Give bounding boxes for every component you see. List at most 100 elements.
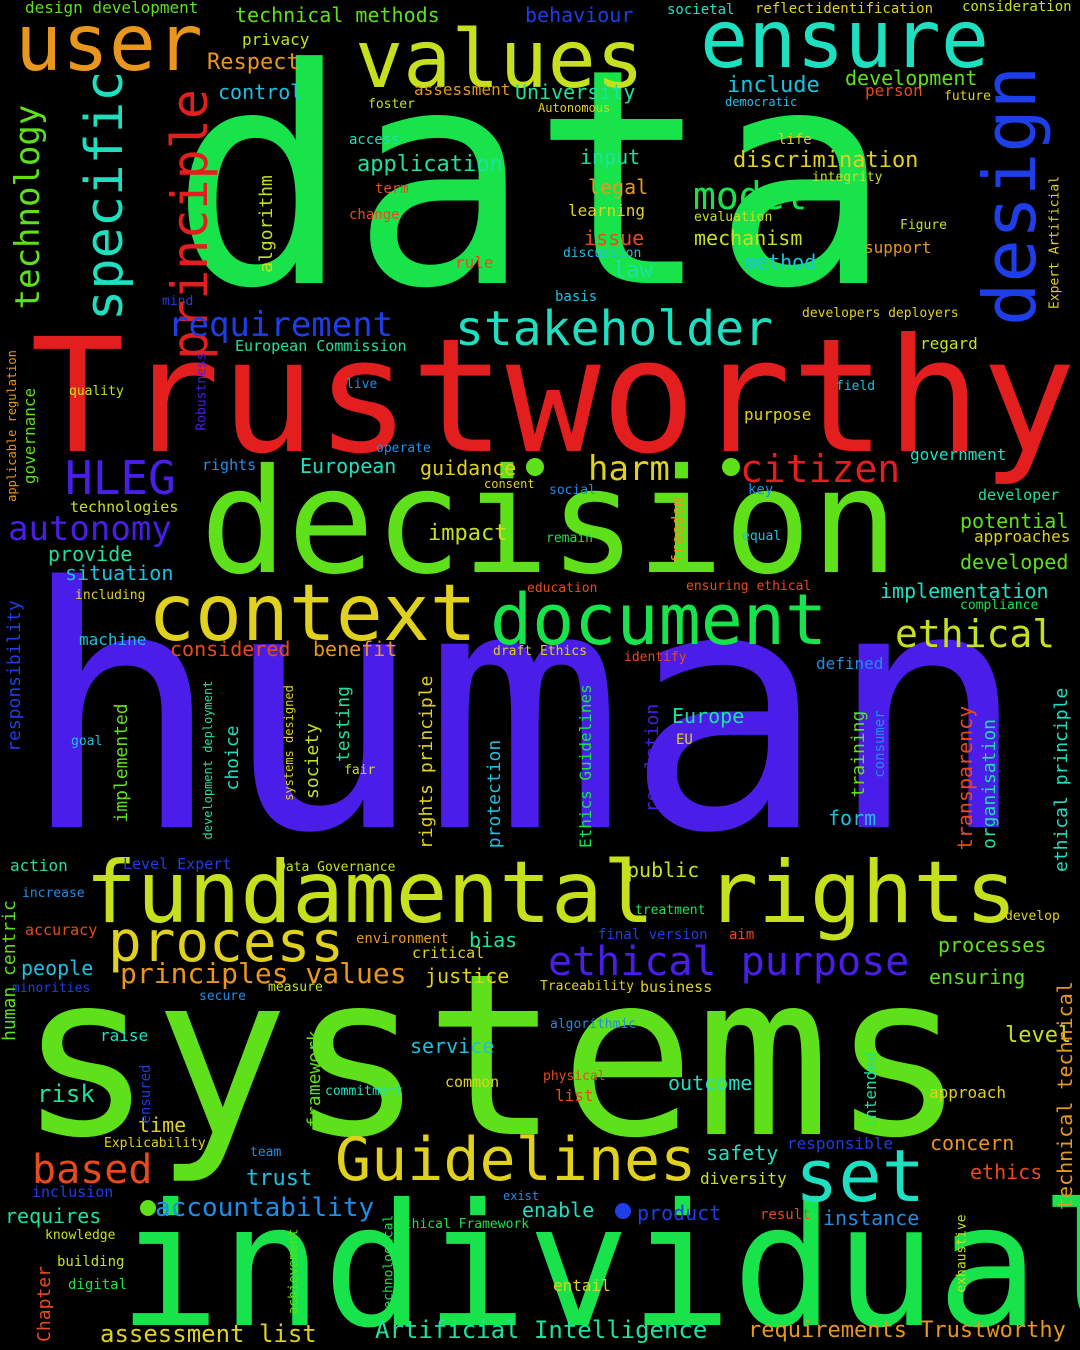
word-reflect: reflect	[755, 1, 815, 17]
word-inclusion: inclusion	[32, 1183, 114, 1201]
word-service: service	[410, 1034, 495, 1058]
word-european: European	[300, 454, 397, 478]
word-key: key	[748, 482, 774, 498]
word-approach: approach	[929, 1083, 1007, 1102]
word-situation: situation	[65, 561, 174, 585]
word-secure: secure	[199, 989, 246, 1004]
word-mechanism: mechanism	[694, 226, 803, 250]
word-discussion: discussion	[563, 246, 642, 261]
word-transparency: transparency	[953, 705, 977, 851]
word-design-development: design development	[25, 0, 199, 17]
word-principles-values: principles values	[120, 957, 407, 990]
word-responsibility: responsibility	[4, 600, 25, 752]
word-term: term	[375, 181, 409, 197]
word-education: education	[527, 581, 598, 596]
word-requires: requires	[5, 1204, 102, 1228]
word-ensuring-ethical: ensuring ethical	[686, 579, 812, 594]
word-human-centric: human centric	[0, 900, 20, 1041]
word-social: social	[549, 483, 596, 498]
word-justice: justice	[425, 964, 510, 988]
word-technologies: technologies	[70, 498, 179, 516]
word-public: public	[627, 858, 700, 882]
word-responsible: responsible	[787, 1134, 893, 1153]
word-input: input	[580, 145, 641, 169]
word-legal: legal	[588, 175, 649, 199]
word-accuracy: accuracy	[25, 921, 98, 939]
word-safety: safety	[706, 1141, 779, 1165]
word-development: development	[845, 66, 978, 90]
word-common: common	[445, 1073, 500, 1091]
word-privacy: privacy	[242, 30, 310, 49]
word-approaches: approaches	[974, 527, 1071, 546]
word-technological: technological	[381, 1214, 397, 1317]
word-operate: operate	[376, 441, 431, 456]
word-rights-principle: rights principle	[416, 675, 437, 849]
word-control: control	[218, 80, 303, 104]
word-quality: quality	[69, 384, 124, 399]
word-requirement: requirement	[168, 305, 394, 345]
word-consent: consent	[484, 477, 535, 491]
word-exhaustive: exhaustive	[954, 1214, 970, 1293]
word-application: application	[357, 152, 503, 177]
word-fundamental-rights: fundamental rights	[85, 843, 1017, 943]
word-draft-ethics: draft Ethics	[493, 644, 587, 659]
word-identify: identify	[624, 650, 687, 665]
word-implementation: implementation	[880, 579, 1049, 603]
word-diversity: diversity	[700, 1169, 787, 1188]
word-trustworthy: Trustworthy	[30, 305, 1077, 489]
word-systems: systems	[18, 926, 967, 1188]
word-include: include	[727, 73, 820, 98]
word-implemented: implemented	[111, 703, 132, 823]
word-consideration: consideration	[962, 0, 1072, 15]
word-ethical-framework: Ethical Framework	[396, 1217, 530, 1232]
word-integrity: integrity	[812, 170, 883, 185]
word-developed: developed	[960, 550, 1069, 574]
word-technical-technical: technical technical	[1053, 981, 1077, 1210]
word-document: document	[490, 579, 828, 661]
word-remain: remain	[546, 531, 593, 546]
word-respect: Respect	[207, 50, 300, 75]
word-fair: fair	[344, 763, 376, 778]
word-expert-artificial: Expert Artificial	[1047, 175, 1063, 310]
word-rule: rule	[455, 253, 494, 272]
word-minorities: minorities	[12, 981, 91, 996]
word-robustness: Robustness	[194, 352, 210, 431]
word-developers-deployers: developers deployers	[802, 306, 959, 321]
word-equal: equal	[742, 529, 782, 544]
word-measure: measure	[268, 980, 323, 995]
word-specific: specific	[75, 70, 135, 321]
word-considered: considered	[170, 637, 291, 661]
word-future: future	[944, 89, 991, 104]
word-critical: critical	[412, 944, 485, 962]
word-including: including	[75, 588, 146, 603]
word-assessment: assessment	[414, 80, 511, 99]
word-organisation: organisation	[979, 718, 1000, 850]
word-process: process	[108, 910, 345, 975]
word-business: business	[640, 978, 713, 996]
word-benefit: benefit	[313, 637, 398, 661]
word-model: model	[693, 174, 808, 218]
word-behaviour: behaviour	[525, 3, 634, 27]
word-societal: societal	[667, 2, 735, 18]
word-purpose: purpose	[744, 405, 812, 424]
word-artificial-intelligence: Artificial Intelligence	[375, 1316, 708, 1344]
word-aim: aim	[729, 927, 755, 943]
word-method: method	[744, 250, 817, 274]
word-ethics: ethics	[970, 1160, 1043, 1184]
word-ensuring: ensuring	[929, 965, 1026, 989]
word-increase: increase	[22, 886, 85, 901]
word-european-commission: European Commission	[235, 337, 407, 355]
word-change: change	[349, 207, 400, 223]
word-ethical: ethical	[895, 612, 1056, 656]
dot-decor	[722, 458, 740, 476]
word-action: action	[10, 856, 68, 875]
word-ethics-guidelines: Ethics Guidelines	[576, 684, 595, 848]
word-live: live	[346, 377, 378, 392]
word-university: University	[515, 80, 636, 104]
word-physical: physical	[543, 1069, 606, 1084]
word-support: support	[864, 238, 932, 257]
word-risk: risk	[37, 1080, 95, 1108]
word-regard: regard	[920, 334, 978, 353]
word-ensure: ensure	[700, 0, 989, 86]
